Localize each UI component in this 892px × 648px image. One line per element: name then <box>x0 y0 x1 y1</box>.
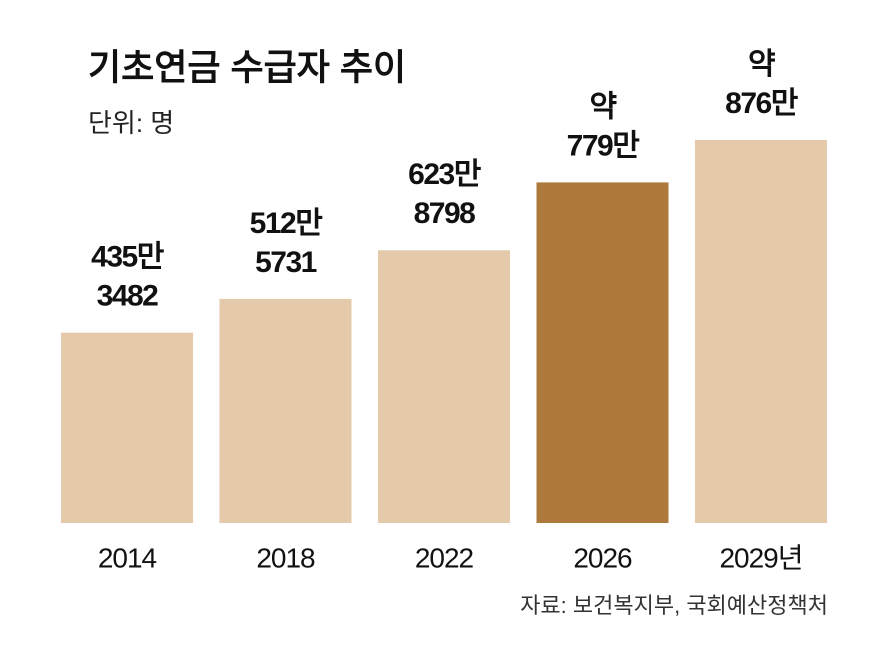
bar <box>536 182 669 523</box>
bar <box>695 140 827 523</box>
value-label: 8798 <box>414 197 476 230</box>
x-tick-label: 2026 <box>573 542 632 573</box>
x-tick-label: 2029년 <box>719 542 802 573</box>
chart-title: 기초연금 수급자 추이 <box>88 47 406 88</box>
x-tick-label: 2014 <box>98 542 157 573</box>
x-tick-label: 2018 <box>256 542 315 573</box>
value-label: 435만 <box>91 241 165 274</box>
value-label: 623만 <box>408 158 482 191</box>
chart-subtitle: 단위: 명 <box>88 108 174 138</box>
value-label: 약 <box>748 48 775 81</box>
bar <box>378 250 510 523</box>
x-tick-label: 2022 <box>415 542 474 573</box>
value-label: 3482 <box>97 280 159 313</box>
bar <box>61 332 193 523</box>
value-label: 779만 <box>567 129 641 162</box>
value-label: 5731 <box>255 246 317 279</box>
value-label: 876만 <box>725 87 799 120</box>
source-note: 자료: 보건복지부, 국회예산정책처 <box>520 593 828 618</box>
value-label: 512만 <box>250 207 324 240</box>
value-label: 약 <box>589 90 616 123</box>
bar <box>219 298 352 523</box>
